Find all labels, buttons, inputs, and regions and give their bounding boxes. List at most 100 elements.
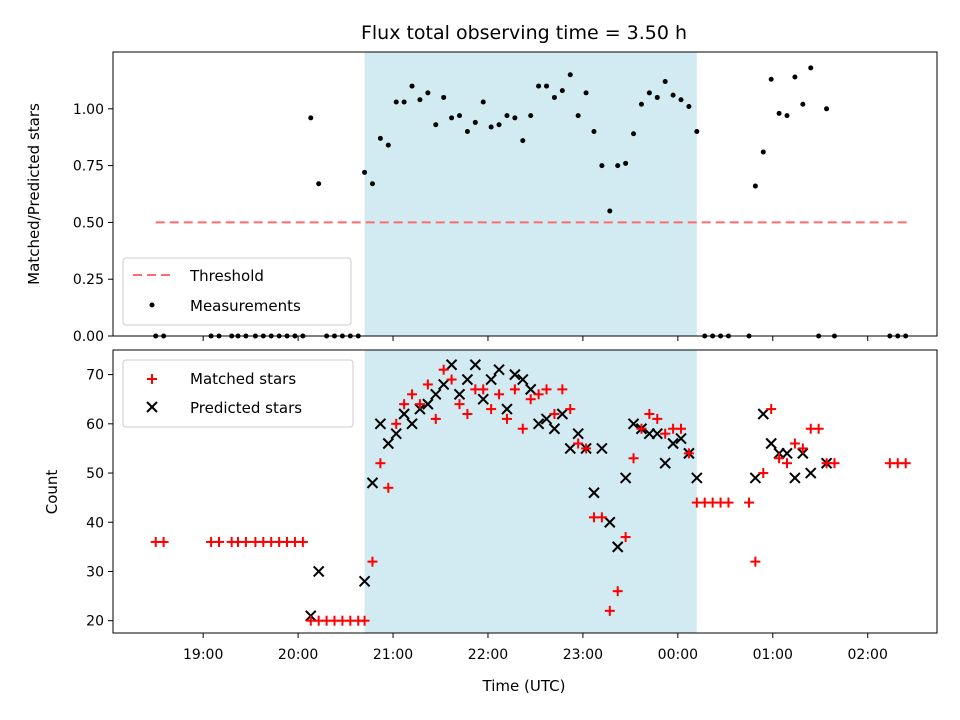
predicted-stars-point	[540, 413, 553, 425]
measurement-point	[544, 83, 550, 89]
measurement-point	[425, 90, 431, 96]
predicted-stars-point	[398, 408, 410, 420]
matched-stars-point	[774, 453, 785, 464]
matched-stars-point	[367, 556, 378, 567]
matched-stars-point	[525, 394, 536, 405]
predicted-stars-point	[509, 368, 521, 381]
predicted-stars-point	[781, 447, 793, 460]
predicted-stars-point	[627, 418, 640, 430]
measurement-point	[464, 129, 470, 135]
measurement-point	[401, 99, 407, 105]
predicted-stars-point	[312, 565, 325, 578]
matched-stars-point	[900, 458, 911, 469]
measurement-point	[678, 97, 684, 103]
matched-stars-point	[683, 448, 694, 459]
measurement-point	[591, 129, 597, 135]
bottom-y-tick-label: 40	[86, 515, 104, 531]
measurement-point	[760, 149, 766, 155]
predicted-stars-point	[596, 442, 608, 455]
predicted-stars-point	[485, 373, 497, 386]
matched-stars-point	[557, 384, 568, 395]
matched-stars-point	[399, 399, 410, 410]
bottom-panel: 20 30 40 50 60 70 19:00 20:00 21:00 22:00 23:00 00:…	[43, 349, 938, 695]
predicted-stars-point	[493, 363, 505, 376]
measurement-point	[752, 183, 758, 189]
measurement-point	[631, 131, 637, 137]
measurements-legend-label: Measurements	[190, 297, 301, 315]
predicted-stars-point	[374, 418, 387, 430]
matched-stars-point	[549, 408, 560, 419]
measurement-point	[575, 113, 581, 119]
matched-stars-point	[517, 423, 528, 434]
x-tick-label: 23:00	[563, 647, 603, 663]
matched-stars-point	[501, 413, 512, 424]
matched-stars-point	[612, 586, 623, 597]
predicted-stars-point	[564, 442, 576, 455]
measurement-point	[449, 115, 455, 121]
predicted-stars-point	[749, 472, 762, 484]
matched-stars-point	[422, 379, 433, 390]
predicted-stars-point	[651, 427, 663, 440]
predicted-stars-point	[805, 467, 817, 479]
predicted-stars-point	[469, 359, 482, 371]
matched-legend-swatch	[147, 374, 157, 384]
x-tick-label: 20:00	[278, 647, 318, 663]
measurement-point	[662, 79, 668, 85]
matched-stars-point	[565, 404, 576, 415]
matched-stars-point	[478, 384, 489, 395]
predicted-stars-point	[765, 437, 777, 450]
x-tick-label: 02:00	[848, 647, 888, 663]
bottom-y-tick-label: 70	[86, 368, 104, 384]
matched-stars-point	[573, 438, 584, 449]
predicted-stars-point	[588, 487, 600, 499]
predicted-stars-point	[366, 477, 379, 489]
x-tick-label: 21:00	[373, 647, 413, 663]
matched-stars-point	[541, 384, 552, 395]
measurement-point	[504, 113, 510, 119]
predicted-stars-point	[659, 457, 671, 469]
matched-stars-point	[782, 458, 793, 469]
measurement-point	[417, 97, 423, 103]
predicted-stars-point	[572, 427, 584, 440]
measurement-point	[308, 115, 314, 121]
x-axis-label: Time (UTC)	[482, 677, 566, 695]
predicted-legend-swatch	[146, 401, 158, 413]
matched-stars-point	[486, 404, 497, 415]
bottom-y-tick-label: 20	[86, 614, 104, 630]
matched-stars-point	[676, 423, 687, 434]
measurement-point	[393, 99, 399, 105]
top-panel: 0.00 0.25 0.50 0.75 1.00 Matched/Predicted s…	[25, 51, 938, 345]
top-panel-frame	[112, 51, 938, 337]
measurement-point	[792, 74, 798, 80]
matched-stars-point	[446, 374, 457, 385]
predicted-stars-point	[604, 516, 616, 528]
measurement-point	[654, 94, 660, 100]
matched-stars-point	[660, 428, 671, 439]
bottom-y-tick-label: 30	[86, 564, 104, 580]
predicted-stars-point	[382, 437, 395, 450]
measurement-point	[583, 90, 589, 96]
measurement-point	[800, 101, 806, 107]
top-legend: Threshold Measurements	[122, 257, 352, 326]
matched-stars-point	[494, 389, 505, 400]
matched-stars-point	[766, 404, 777, 415]
top-observing-interval	[364, 52, 697, 336]
measurement-point	[559, 88, 565, 94]
predicted-stars-point	[477, 393, 489, 405]
measurement-point	[784, 113, 790, 119]
predicted-legend-label: Predicted stars	[190, 399, 302, 417]
chart-title: Flux total observing time = 3.50 h	[361, 22, 687, 44]
predicted-stars-point	[524, 383, 537, 396]
bottom-observing-interval	[364, 350, 697, 633]
matched-stars-point	[644, 408, 655, 419]
matched-stars-point	[829, 458, 840, 469]
measurement-point	[536, 83, 542, 89]
measurement-point	[599, 163, 605, 169]
top-legend-box	[122, 257, 352, 326]
matched-stars-point	[636, 423, 647, 434]
measurement-point	[316, 181, 322, 187]
measurement-point	[520, 138, 526, 144]
matched-stars-point	[723, 497, 734, 508]
matched-stars-point	[454, 399, 465, 410]
matched-stars-point	[604, 605, 615, 616]
